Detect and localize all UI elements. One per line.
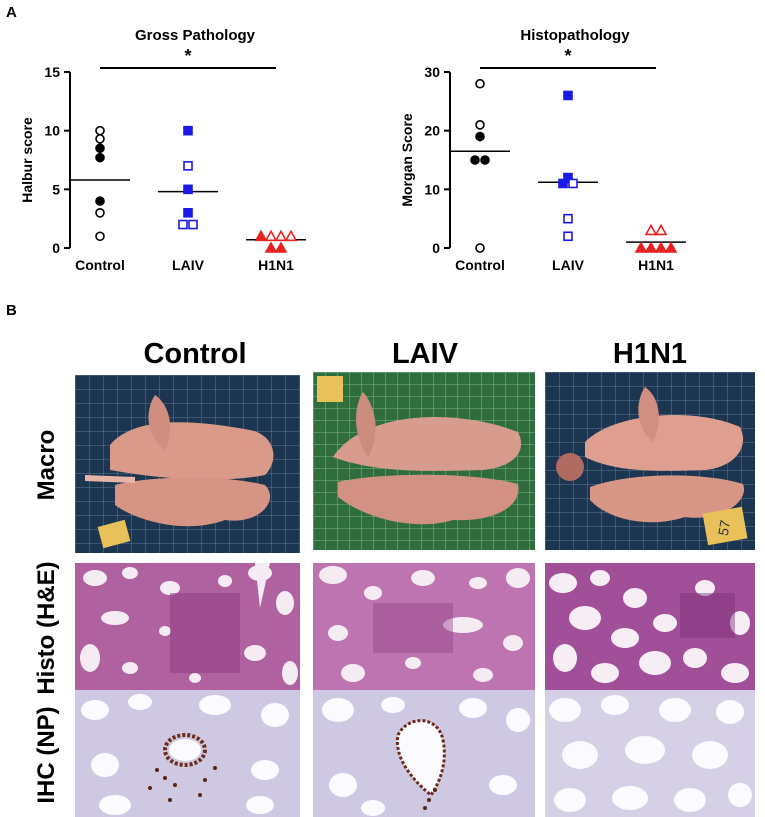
data-point [634, 241, 648, 253]
data-point [188, 219, 198, 230]
y-axis-label: Morgan Score [399, 113, 415, 207]
gross-pathology-chart: Gross Pathology 0 5 10 15 Halbur score Control… [19, 27, 306, 273]
row-label-ihc: IHC (NP) [33, 706, 60, 804]
chart-title: Histopathology [520, 27, 630, 44]
histo-image-laiv [313, 563, 535, 693]
y-tick-label: 10 [424, 181, 440, 197]
column-title-control: Control [143, 338, 247, 370]
data-point [664, 241, 678, 253]
significance-star: * [564, 46, 571, 66]
data-point [644, 223, 658, 236]
data-point [274, 241, 288, 253]
data-point [95, 231, 105, 242]
data-point [475, 131, 485, 142]
data-point [654, 241, 668, 253]
y-tick-label: 10 [44, 123, 60, 139]
ihc-image-h1n1 [545, 690, 755, 817]
data-point [568, 178, 578, 189]
ihc-image-laiv [313, 690, 535, 817]
data-point [95, 152, 105, 163]
data-point [183, 125, 193, 136]
data-point [475, 243, 485, 253]
data-point [563, 172, 573, 183]
data-point [654, 223, 668, 236]
y-axis-label: Halbur score [19, 117, 35, 203]
data-point [95, 208, 105, 218]
data-point [563, 213, 573, 224]
data-point [563, 90, 573, 101]
x-tick-label: LAIV [552, 257, 585, 273]
macro-image-laiv [313, 372, 535, 550]
x-tick-label: Control [455, 257, 505, 273]
y-tick-label: 0 [432, 240, 440, 256]
data-point [264, 241, 278, 253]
data-point [558, 178, 568, 189]
data-point [178, 219, 188, 230]
chart-title: Gross Pathology [135, 27, 256, 44]
significance-star: * [184, 46, 191, 66]
macro-tag-text: 57 [715, 519, 733, 537]
x-tick-label: H1N1 [638, 257, 674, 273]
column-title-h1n1: H1N1 [612, 338, 688, 370]
data-point [284, 229, 298, 242]
data-point [264, 229, 278, 242]
x-tick-label: Control [75, 257, 125, 273]
histo-image-control [75, 563, 300, 693]
histopathology-chart: Histopathology 0 10 20 30 Morgan Score Control… [399, 27, 686, 273]
y-tick-label: 0 [52, 240, 60, 256]
data-point [254, 229, 268, 242]
y-tick-label: 15 [44, 64, 60, 80]
data-point [95, 134, 105, 144]
panel-a-label: A [6, 4, 17, 21]
data-point [95, 125, 105, 136]
data-point [644, 241, 658, 253]
data-point [183, 161, 193, 171]
data-point [563, 231, 573, 242]
macro-image-h1n1: 57 [545, 372, 755, 550]
x-tick-label: H1N1 [258, 257, 294, 273]
macro-image-control [75, 375, 300, 553]
data-point [95, 143, 105, 154]
data-point [95, 196, 105, 206]
column-title-laiv: LAIV [391, 338, 459, 370]
data-point [475, 78, 485, 89]
panel-b-label: B [6, 302, 17, 319]
data-point [183, 208, 193, 218]
data-point [183, 184, 193, 195]
data-point [470, 155, 480, 165]
row-label-histo: Histo (H&E) [33, 561, 60, 695]
row-label-macro: Macro [33, 429, 60, 501]
ihc-image-control [75, 690, 300, 817]
y-tick-label: 5 [52, 181, 60, 197]
y-tick-label: 30 [424, 64, 440, 80]
data-point [475, 120, 485, 130]
histo-image-h1n1 [545, 563, 755, 693]
y-tick-label: 20 [424, 123, 440, 139]
data-point [480, 155, 490, 165]
data-point [274, 229, 288, 242]
x-tick-label: LAIV [172, 257, 205, 273]
